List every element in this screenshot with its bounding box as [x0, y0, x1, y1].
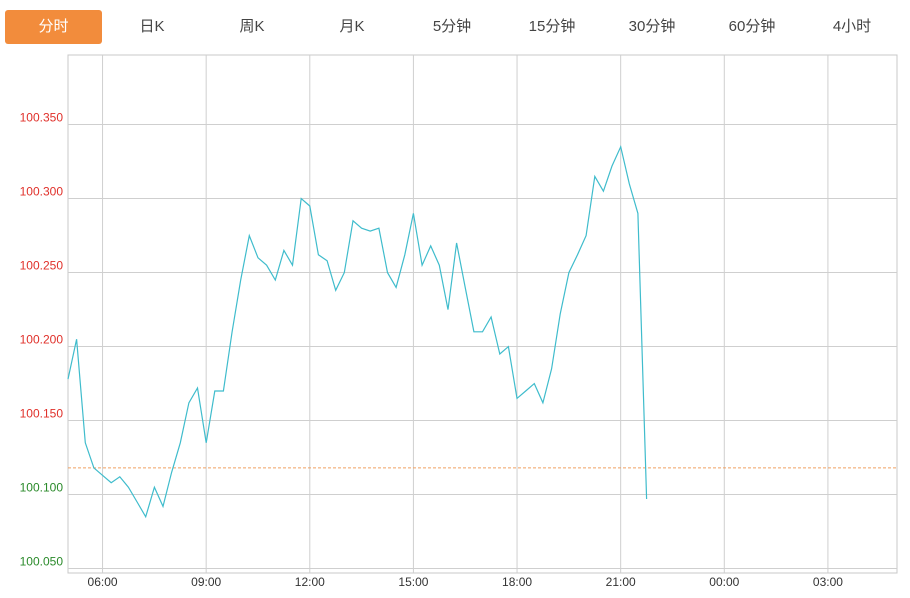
- tab[interactable]: 15分钟: [528, 18, 576, 35]
- y-tick-label: 100.250: [20, 259, 64, 273]
- x-tick-label: 18:00: [502, 575, 532, 589]
- x-tick-label: 15:00: [398, 575, 428, 589]
- tab[interactable]: 4小时: [832, 18, 872, 35]
- y-tick-label: 100.200: [20, 333, 64, 347]
- tab[interactable]: 60分钟: [728, 18, 776, 35]
- y-tick-label: 100.050: [20, 555, 64, 569]
- tab[interactable]: 月K: [339, 18, 365, 35]
- x-tick-label: 03:00: [813, 575, 843, 589]
- x-tick-label: 06:00: [88, 575, 118, 589]
- tab[interactable]: 日K: [139, 18, 165, 35]
- tab-bar: 分时 日K 周K 月K 5分钟 15分钟 30分钟 60分钟 4小时: [5, 10, 902, 46]
- price-line: [67, 144, 648, 519]
- x-tick-label: 00:00: [709, 575, 739, 589]
- plot-border: [67, 54, 898, 574]
- tab[interactable]: 周K: [239, 18, 265, 35]
- tab[interactable]: 5分钟: [432, 18, 472, 35]
- tab[interactable]: 分时: [5, 10, 102, 44]
- y-tick-label: 100.300: [20, 185, 64, 199]
- x-tick-label: 09:00: [191, 575, 221, 589]
- x-tick-label: 12:00: [295, 575, 325, 589]
- y-tick-label: 100.100: [20, 481, 64, 495]
- y-tick-label: 100.150: [20, 407, 64, 421]
- y-tick-label: 100.350: [20, 111, 64, 125]
- tab[interactable]: 30分钟: [628, 18, 676, 35]
- x-tick-label: 21:00: [606, 575, 636, 589]
